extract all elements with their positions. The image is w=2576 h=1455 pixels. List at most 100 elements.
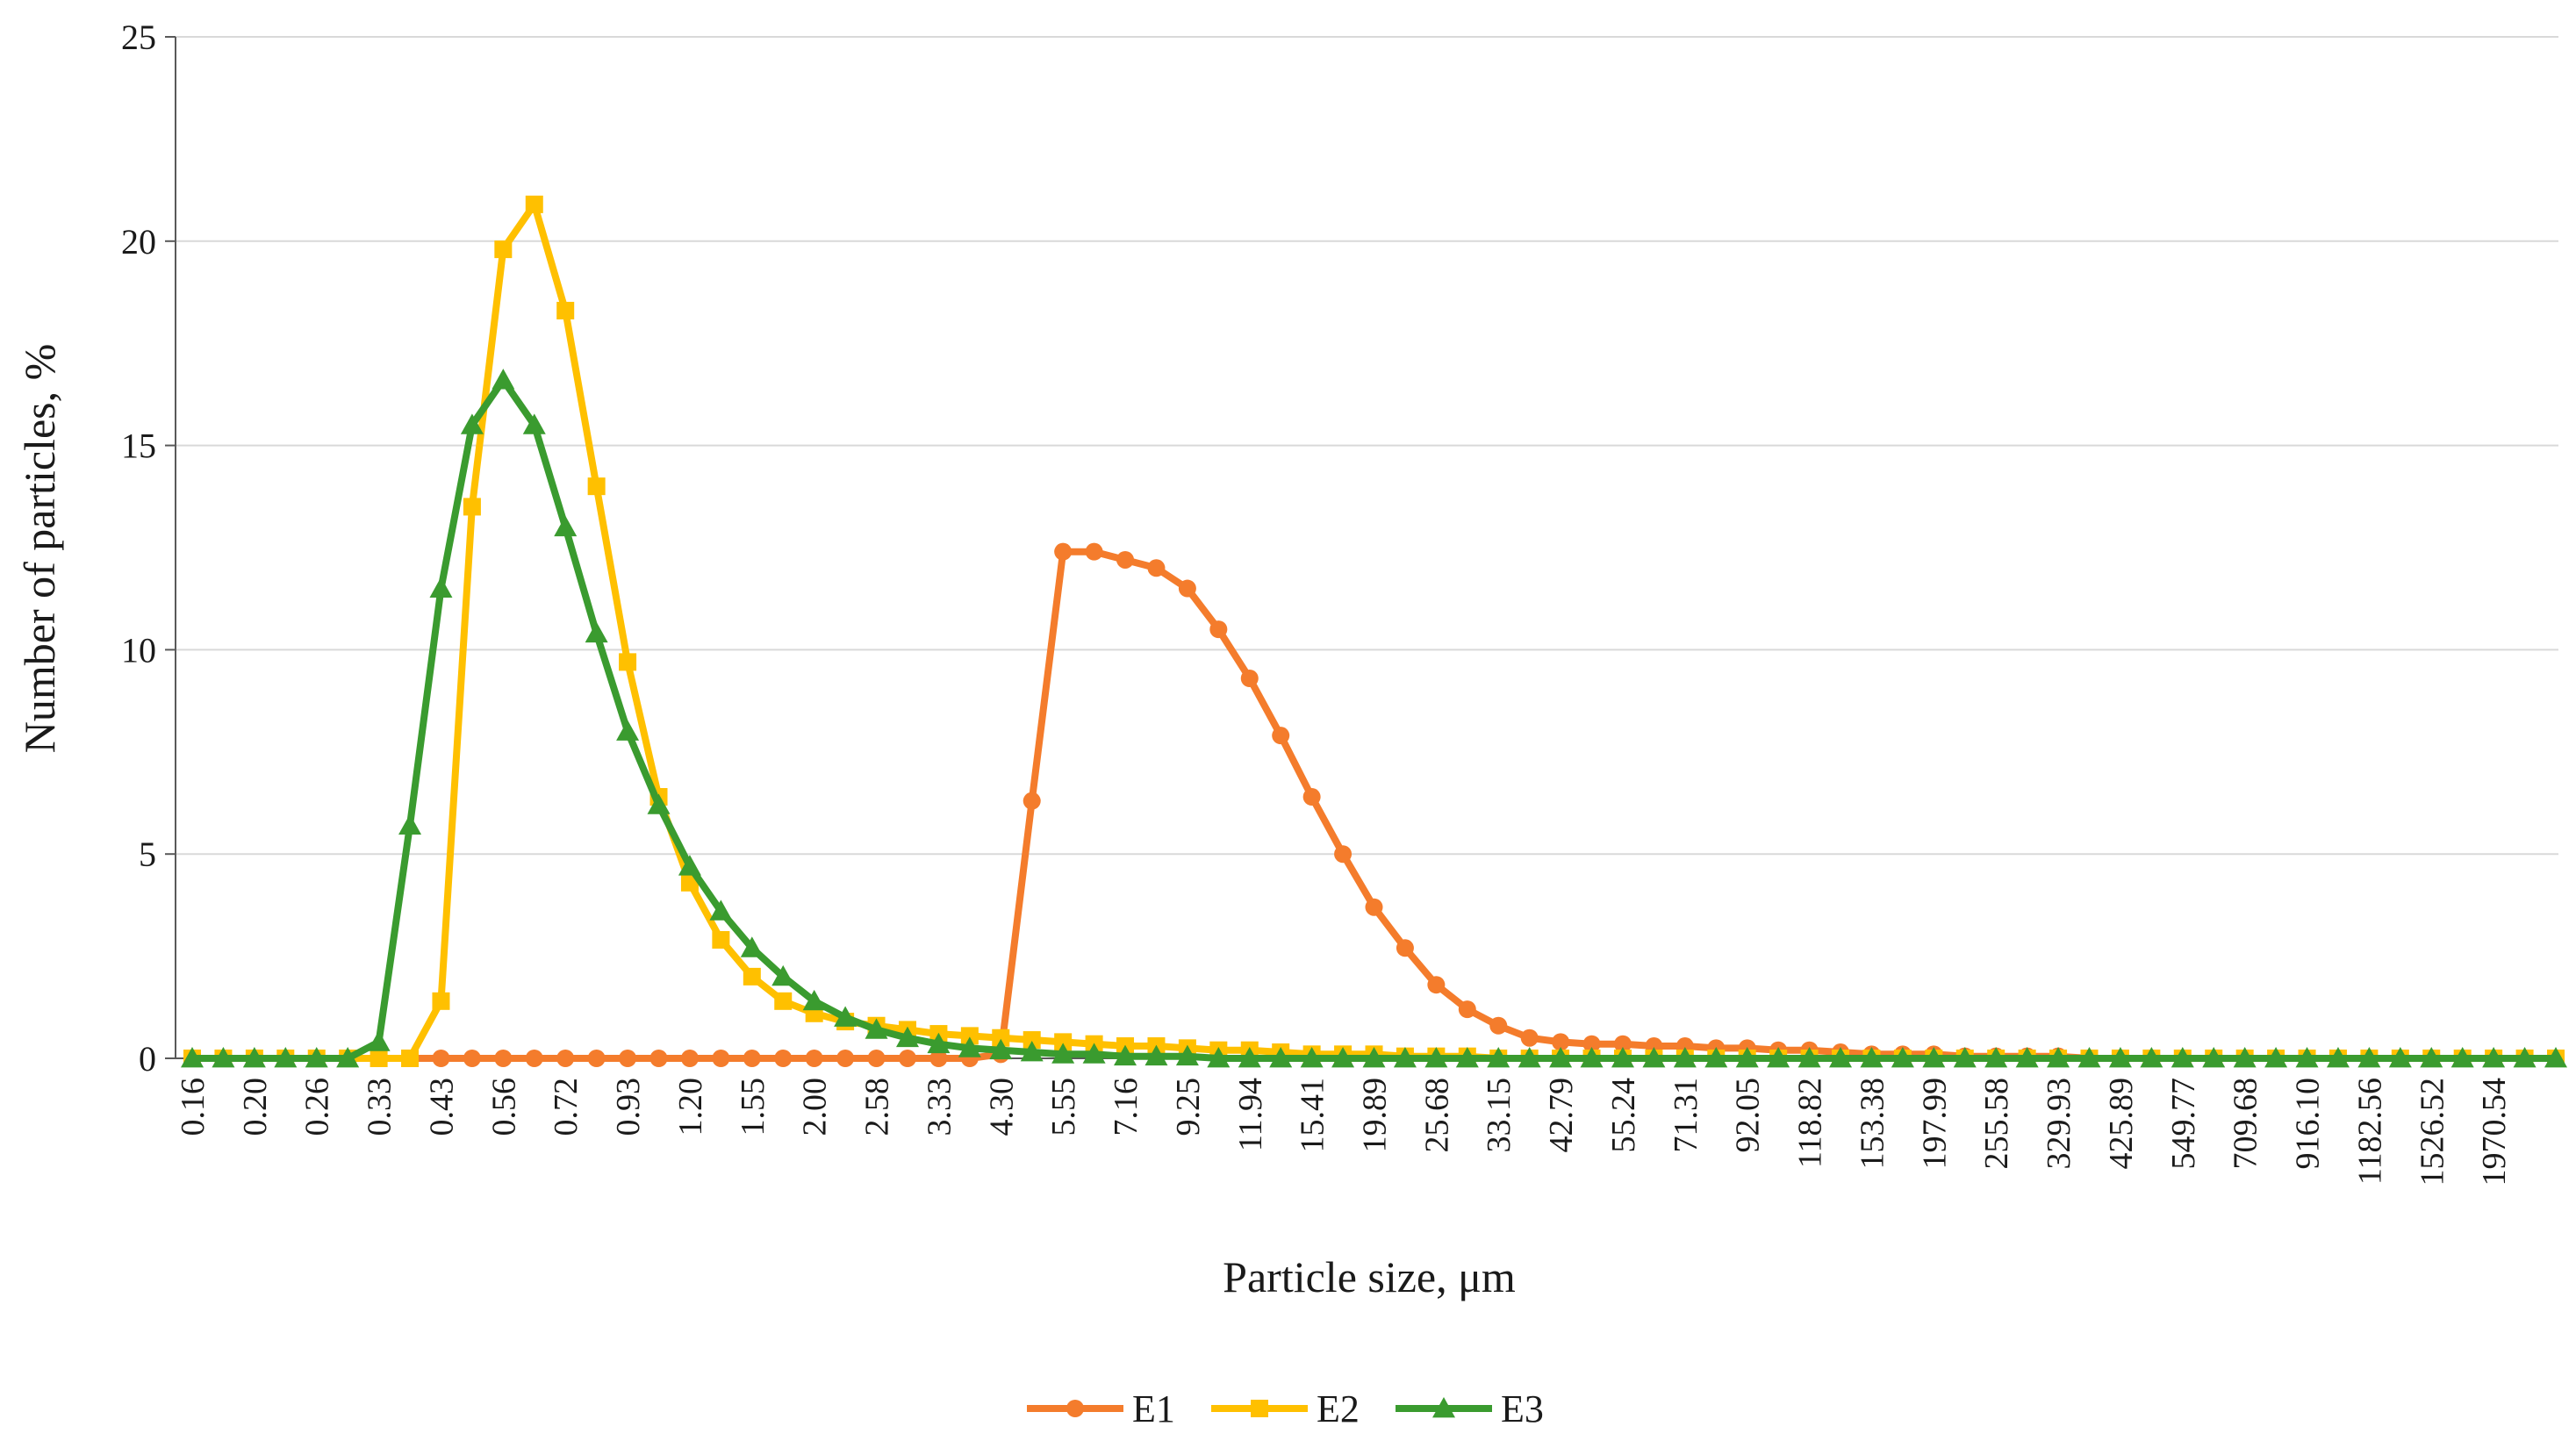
x-tick-label: 549.77 [2165, 1078, 2202, 1170]
data-point-e3 [1611, 1047, 1634, 1068]
series-layer [181, 195, 2567, 1068]
data-point-e3 [1580, 1047, 1604, 1068]
data-point-e2 [743, 967, 761, 986]
series-line-e1 [189, 548, 2559, 1062]
x-tick-label: 709.68 [2228, 1078, 2264, 1170]
x-tick-label: 42.79 [1543, 1078, 1580, 1153]
x-tick-label: 255.58 [1978, 1078, 2015, 1170]
data-point-e1 [463, 1050, 481, 1067]
data-point-e3 [771, 964, 795, 986]
data-point-e3 [1393, 1047, 1417, 1068]
data-point-e1 [494, 1050, 513, 1067]
data-point-e3 [802, 989, 826, 1011]
data-point-e2 [556, 301, 575, 319]
data-point-e1 [1240, 669, 1259, 687]
data-point-e3 [398, 814, 422, 835]
data-point-e2 [525, 195, 543, 213]
x-tick-label: 329.93 [2041, 1078, 2077, 1170]
data-point-e2 [370, 1050, 388, 1067]
data-point-e2 [774, 992, 793, 1010]
y-tick-label: 0 [139, 1039, 156, 1079]
legend-item-e3: E3 [1396, 1387, 1544, 1430]
data-point-e3 [1891, 1047, 1914, 1068]
x-tick-label: 7.16 [1108, 1078, 1144, 1136]
data-point-e3 [678, 855, 701, 876]
data-point-e3 [1704, 1047, 1728, 1068]
data-point-e3 [492, 369, 515, 390]
legend-label-e2: E2 [1317, 1387, 1360, 1430]
legend-item-e2: E2 [1211, 1387, 1360, 1430]
y-tick-label: 5 [139, 835, 156, 874]
data-point-e3 [181, 1047, 204, 1068]
data-point-e3 [274, 1047, 298, 1068]
legend-marker-e1 [1066, 1400, 1084, 1417]
x-tick-label: 1970.54 [2476, 1078, 2513, 1186]
x-tick-label: 0.93 [610, 1078, 647, 1136]
data-point-e3 [212, 1047, 235, 1068]
data-point-e1 [1178, 579, 1196, 598]
x-tick-label: 1.55 [735, 1078, 771, 1136]
data-point-e1 [1365, 898, 1383, 916]
data-point-e2 [712, 930, 730, 949]
data-point-e3 [834, 1006, 857, 1027]
data-point-e3 [927, 1032, 951, 1054]
x-tick-label: 118.82 [1792, 1078, 1829, 1168]
data-point-e3 [1953, 1047, 1977, 1068]
legend: E1 E2 E3 [1027, 1387, 1544, 1430]
data-point-e3 [1984, 1047, 2008, 1068]
data-point-e1 [743, 1050, 761, 1067]
data-point-e3 [242, 1047, 266, 1068]
legend-label-e3: E3 [1501, 1387, 1544, 1430]
x-tick-label: 2.58 [859, 1078, 896, 1136]
y-tick-label: 15 [121, 426, 156, 466]
data-point-e3 [865, 1018, 888, 1039]
x-tick-label: 4.30 [983, 1078, 1020, 1136]
data-point-e1 [1427, 976, 1446, 994]
data-point-e3 [2357, 1047, 2381, 1068]
data-point-e1 [805, 1050, 823, 1067]
data-point-e1 [1458, 1000, 1476, 1019]
data-point-e1 [432, 1050, 450, 1067]
data-point-e1 [1116, 550, 1135, 569]
data-point-e3 [2388, 1047, 2412, 1068]
data-point-e3 [1051, 1043, 1075, 1064]
data-point-e1 [1085, 542, 1103, 561]
data-point-e3 [1144, 1044, 1168, 1066]
legend-label-e1: E1 [1132, 1387, 1175, 1430]
x-tick-label: 197.99 [1916, 1078, 1953, 1170]
y-axis-title: Number of particles, % [15, 344, 64, 754]
data-point-e2 [1023, 1031, 1041, 1050]
x-tick-label: 5.55 [1045, 1078, 1082, 1136]
x-tick-label: 0.43 [423, 1078, 460, 1136]
data-point-e3 [2544, 1047, 2567, 1068]
data-point-e3 [1518, 1047, 1541, 1068]
data-point-e2 [401, 1050, 420, 1067]
x-tick-label: 55.24 [1605, 1078, 1642, 1153]
data-point-e1 [712, 1050, 730, 1067]
data-point-e3 [709, 900, 733, 921]
x-tick-label: 11.94 [1232, 1078, 1269, 1151]
data-point-e1 [1552, 1033, 1570, 1051]
data-point-e3 [1082, 1043, 1106, 1064]
x-tick-label: 1526.52 [2414, 1078, 2450, 1186]
data-point-e3 [616, 720, 640, 741]
data-point-e3 [2450, 1047, 2474, 1068]
legend-item-e1: E1 [1027, 1387, 1175, 1430]
data-point-e3 [1487, 1047, 1510, 1068]
data-point-e3 [336, 1047, 360, 1068]
series-line-e2 [189, 200, 2559, 1062]
x-tick-label: 0.72 [548, 1078, 585, 1136]
data-point-e3 [1642, 1047, 1666, 1068]
data-point-e3 [554, 515, 578, 537]
data-point-e3 [2171, 1047, 2194, 1068]
x-tick-label: 2.00 [797, 1078, 834, 1136]
x-tick-label: 425.89 [2103, 1078, 2140, 1170]
data-point-e3 [2047, 1047, 2070, 1068]
data-point-e1 [836, 1050, 855, 1067]
x-tick-label: 0.56 [485, 1078, 522, 1136]
data-point-e3 [2077, 1047, 2101, 1068]
data-point-e1 [929, 1050, 948, 1067]
axis-layer: 0 5 10 15 20 25 0.16 0.20 0.26 0.33 0.43 0.56 0.72 0.… [121, 18, 2558, 1186]
data-point-e1 [898, 1050, 916, 1067]
data-point-e3 [1238, 1047, 1261, 1068]
